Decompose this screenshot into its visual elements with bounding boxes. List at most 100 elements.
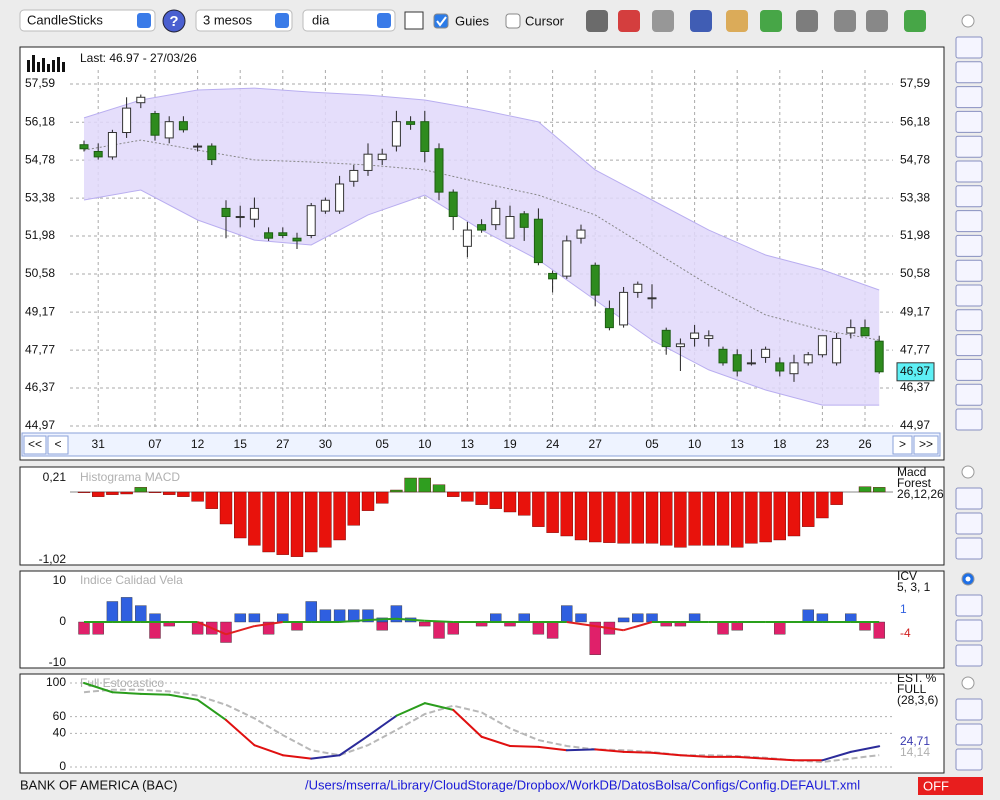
tool-button[interactable]: [955, 748, 983, 771]
state-badge[interactable]: [918, 777, 983, 795]
period-select[interactable]: [195, 9, 293, 32]
stoch-k: [367, 714, 398, 737]
chart-type-select[interactable]: [19, 9, 156, 32]
tool-button[interactable]: [955, 309, 983, 332]
tool-button[interactable]: [955, 487, 983, 510]
select-arrow: [137, 13, 151, 28]
toolbar-button[interactable]: [618, 10, 640, 32]
toolbar-button[interactable]: [652, 10, 674, 32]
guides-label: Guies: [455, 13, 489, 28]
toolbar-button[interactable]: [796, 10, 818, 32]
config-path[interactable]: /Users/mserra/Library/CloudStorage/Dropb…: [305, 777, 860, 792]
macd-bar: [631, 491, 644, 544]
toolbar-button[interactable]: [726, 10, 748, 32]
help-button[interactable]: [162, 9, 186, 33]
toolbar-button[interactable]: [904, 10, 926, 32]
x-tick-label: 12: [191, 437, 205, 451]
y-tick-label: 60: [53, 709, 67, 723]
tool-button[interactable]: [955, 234, 983, 257]
tool-button[interactable]: [955, 408, 983, 431]
macd-bar: [589, 491, 602, 543]
tool-button[interactable]: [955, 86, 983, 109]
macd-bar: [475, 491, 488, 505]
macd-bar: [660, 491, 673, 546]
legend-text: 5, 3, 1: [897, 580, 931, 594]
icv-bar: [234, 613, 246, 623]
candle-body: [150, 113, 160, 136]
tool-button[interactable]: [955, 185, 983, 208]
icv-bar: [92, 621, 104, 635]
icv-bar: [305, 601, 317, 623]
tool-button[interactable]: [955, 334, 983, 357]
tool-button[interactable]: [955, 160, 983, 183]
stoch-k: [480, 735, 511, 747]
readout: 1: [900, 602, 907, 616]
candle-body: [576, 229, 586, 239]
candle-body: [519, 213, 529, 228]
toolbar-button[interactable]: [866, 10, 888, 32]
tool-button[interactable]: [955, 358, 983, 381]
tool-button[interactable]: [955, 259, 983, 282]
tool-button[interactable]: [955, 594, 983, 617]
nav-button[interactable]: [913, 435, 939, 455]
candle-body: [477, 224, 487, 231]
tool-button[interactable]: [955, 644, 983, 667]
icv-line: [595, 625, 624, 632]
toolbar-button[interactable]: [760, 10, 782, 32]
nav-button[interactable]: [47, 435, 69, 455]
y-tick-label: 47,77: [25, 342, 55, 356]
icv-bar: [135, 605, 147, 623]
candle-body: [533, 218, 543, 264]
toolbar-button[interactable]: [690, 10, 712, 32]
macd-bar: [162, 491, 176, 495]
candle-body: [619, 291, 629, 326]
candle-body: [292, 237, 302, 242]
window-icon[interactable]: [404, 11, 424, 30]
interval-select[interactable]: [302, 9, 396, 32]
tool-button[interactable]: [955, 698, 983, 721]
chart-type-value: CandleSticks: [27, 12, 103, 27]
macd-bar: [461, 491, 474, 502]
toolbar-button[interactable]: [586, 10, 608, 32]
radio[interactable]: [961, 14, 975, 28]
icv-bar: [490, 613, 502, 623]
tool-button[interactable]: [955, 723, 983, 746]
legend-text: Macd: [897, 465, 926, 479]
guides-checkbox[interactable]: [433, 13, 449, 29]
y-tick-label: 54,78: [900, 152, 930, 166]
radio[interactable]: [961, 676, 975, 690]
tool-button[interactable]: [955, 36, 983, 59]
tool-button[interactable]: [955, 61, 983, 84]
side-toolbar: [955, 36, 983, 771]
icv-bar: [419, 621, 431, 627]
candle-body: [377, 153, 387, 161]
nav-button[interactable]: [23, 435, 47, 455]
tool-button[interactable]: [955, 135, 983, 158]
toolbar-button[interactable]: [834, 10, 856, 32]
candle-body: [136, 96, 146, 104]
y-tick-label: 53,38: [900, 190, 930, 204]
icv-bar: [873, 621, 885, 639]
radio[interactable]: [961, 465, 975, 479]
candle-body: [590, 264, 600, 296]
icv-bar: [433, 621, 445, 639]
tool-button[interactable]: [955, 110, 983, 133]
macd-bar: [390, 489, 403, 493]
macd-bar: [802, 491, 815, 527]
toolbar-icons: [586, 10, 926, 32]
tool-button[interactable]: [955, 284, 983, 307]
candle-body: [320, 199, 330, 212]
candle-body: [548, 272, 558, 280]
candle-body: [718, 348, 728, 364]
tool-button[interactable]: [955, 537, 983, 560]
nav-button[interactable]: [892, 435, 913, 455]
candle-body: [803, 354, 813, 364]
readout: -4: [900, 626, 911, 640]
tool-button[interactable]: [955, 383, 983, 406]
tool-button[interactable]: [955, 210, 983, 233]
tool-button[interactable]: [955, 619, 983, 642]
cursor-checkbox[interactable]: [505, 13, 521, 29]
stoch-k: [83, 682, 114, 694]
tool-button[interactable]: [955, 512, 983, 535]
y-tick-label: 54,78: [25, 152, 55, 166]
